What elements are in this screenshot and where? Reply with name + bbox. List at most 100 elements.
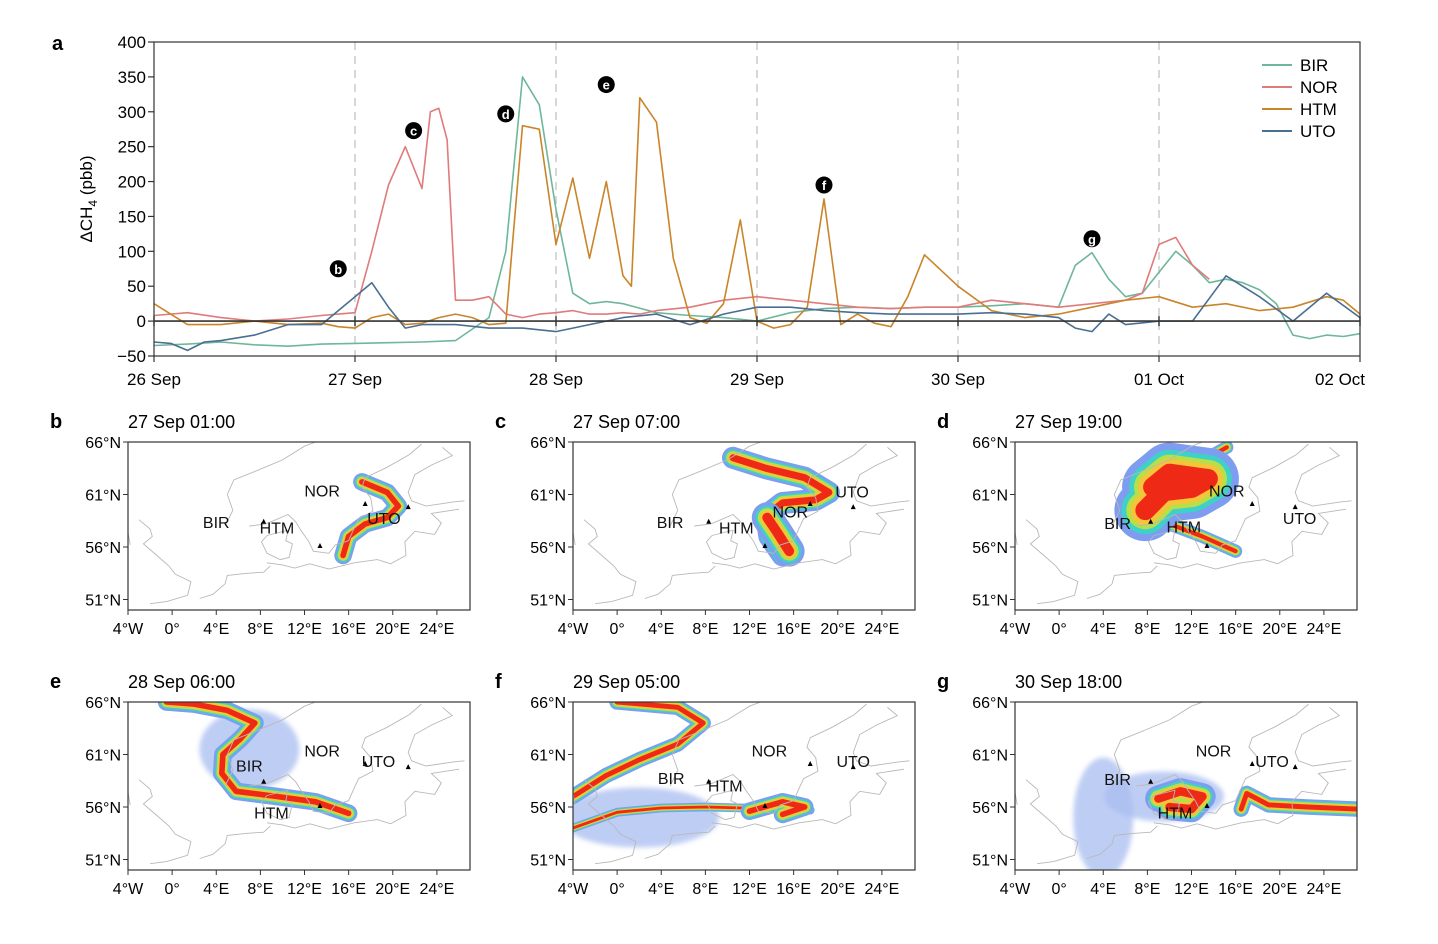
lat-tick-label: 51°N <box>530 593 566 610</box>
coastline <box>694 703 867 814</box>
map-frame <box>1014 441 1358 611</box>
lon-tick-label: 20°E <box>375 881 410 898</box>
station-marker <box>1204 802 1210 808</box>
lat-tick-label: 51°N <box>972 593 1008 610</box>
lon-tick-label: 4°W <box>1000 881 1031 898</box>
coastline <box>266 768 460 830</box>
station-marker <box>1249 500 1255 506</box>
station-marker <box>1148 778 1154 784</box>
legend-entry: BIR <box>1300 56 1328 75</box>
lon-tick-label: 4°W <box>1000 621 1031 638</box>
legend: BIR NOR HTM UTO <box>1262 56 1338 141</box>
series-lines <box>154 76 1360 352</box>
lat-tick-label: 56°N <box>972 540 1008 557</box>
x-axis: 26 Sep 27 Sep 28 Sep 29 Sep 30 Sep 01 Oct 02 O… <box>127 316 1365 389</box>
x-tick-label: 26 Sep <box>127 370 181 389</box>
lon-tick-label: 8°E <box>1134 881 1160 898</box>
plume-band <box>163 702 352 817</box>
coastline <box>694 443 867 554</box>
y-tick-label: 250 <box>118 138 146 157</box>
plume-band <box>762 512 795 557</box>
coastline <box>1111 442 1204 527</box>
lon-tick-label: 12°E <box>287 621 322 638</box>
station-marker <box>1292 764 1298 770</box>
lon-tick-label: 4°W <box>113 881 144 898</box>
y-tick-label: 400 <box>118 33 146 52</box>
lon-tick-label: 8°E <box>692 881 718 898</box>
map-panel-f: f 29 Sep 05:00 BIR NOR HTM UTO 66°N 61°N 56°N 51°… <box>495 671 916 898</box>
event-marker-dot <box>405 122 423 140</box>
coastline <box>407 706 465 767</box>
legend-entry: NOR <box>1300 78 1338 97</box>
station-marker <box>1204 542 1210 548</box>
panel-label-a: a <box>52 33 64 55</box>
lon-tick-label: 4°W <box>113 621 144 638</box>
lat-tick-label: 61°N <box>972 488 1008 505</box>
station-marker <box>850 504 856 510</box>
coastline <box>1025 779 1079 865</box>
station-label-bir: BIR <box>203 515 230 532</box>
y-axis: −50 0 50 100 150 200 250 300 350 400 <box>117 33 154 366</box>
lon-tick-label: 24°E <box>1306 621 1341 638</box>
station-marker <box>405 764 411 770</box>
lon-tick-label: 16°E <box>331 621 366 638</box>
x-tick-label: 28 Sep <box>529 370 583 389</box>
lon-tick-label: 8°E <box>247 621 273 638</box>
plume-band <box>1238 790 1357 812</box>
plume-low <box>1073 757 1134 870</box>
lon-tick-label: 4°W <box>558 881 589 898</box>
station-marker <box>1148 518 1154 524</box>
lon-tick-label: 16°E <box>776 881 811 898</box>
station-label-nor: NOR <box>1196 744 1232 761</box>
x-tick-label: 01 Oct <box>1134 370 1184 389</box>
station-label-nor: NOR <box>752 744 788 761</box>
lat-tick-label: 61°N <box>85 488 121 505</box>
coastline <box>705 529 738 561</box>
map-panel-e: e 28 Sep 06:00 BIR NOR HTM UTO 66°N 61°N 56°N 51°… <box>50 671 471 898</box>
coastline <box>249 443 422 554</box>
x-tick-label: 27 Sep <box>328 370 382 389</box>
y-tick-label: 200 <box>118 173 146 192</box>
coastline <box>644 825 716 859</box>
event-marker-label: g <box>1088 232 1096 247</box>
plume-band <box>573 702 706 799</box>
coastline <box>583 779 637 865</box>
coastline <box>266 508 460 570</box>
station-label-bir: BIR <box>236 758 263 775</box>
lon-tick-label: 16°E <box>331 881 366 898</box>
map-frame <box>1014 701 1358 871</box>
y-tick-label: 300 <box>118 103 146 122</box>
station-marker <box>317 802 323 808</box>
lon-tick-label: 24°E <box>864 621 899 638</box>
station-label-uto: UTO <box>1283 511 1316 528</box>
station-label-htm: HTM <box>708 778 743 795</box>
station-marker <box>762 802 768 808</box>
lon-tick-label: 0° <box>164 881 179 898</box>
lon-tick-label: 20°E <box>1262 621 1297 638</box>
station-marker <box>362 500 368 506</box>
map-panel-label: c <box>495 411 506 433</box>
map-frame <box>127 701 471 871</box>
coastline <box>711 508 905 570</box>
station-marker <box>317 542 323 548</box>
lat-tick-label: 66°N <box>972 695 1008 712</box>
y-axis-label: ΔCH4 (pbb) <box>77 155 100 242</box>
coastline <box>1136 703 1309 814</box>
coastline <box>1136 443 1309 554</box>
plume-band <box>1135 463 1218 521</box>
station-label-nor: NOR <box>304 484 340 501</box>
coastline <box>1086 565 1158 599</box>
lon-tick-label: 0° <box>609 881 624 898</box>
map-panel-label: b <box>50 411 62 433</box>
coastline <box>669 442 762 527</box>
station-label-nor: NOR <box>304 744 340 761</box>
event-marker-label: d <box>502 107 510 122</box>
coastline <box>1086 825 1158 859</box>
coastline <box>1153 768 1347 830</box>
lat-tick-label: 66°N <box>972 435 1008 452</box>
lon-tick-label: 0° <box>1051 881 1066 898</box>
map-panel-g: g 30 Sep 18:00 BIR NOR HTM UTO 66°N 61°N 56°N 51°… <box>937 671 1358 898</box>
coastline <box>852 706 910 767</box>
station-marker <box>807 500 813 506</box>
coastline <box>138 779 192 865</box>
